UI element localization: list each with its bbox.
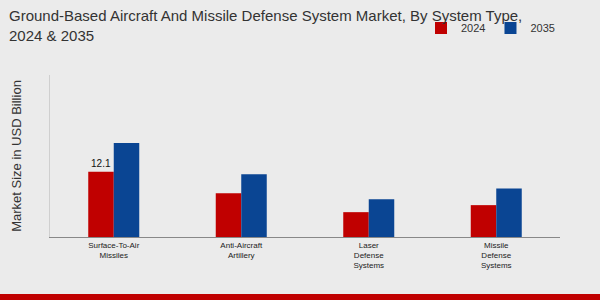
svg-text:Surface-To-AirMissiles: Surface-To-AirMissiles	[88, 241, 139, 260]
svg-text:12.1: 12.1	[91, 158, 111, 169]
svg-text:Market Size in USD Billion: Market Size in USD Billion	[9, 80, 24, 232]
svg-text:2024: 2024	[461, 22, 485, 34]
svg-text:Anti-AircraftArtillery: Anti-AircraftArtillery	[220, 241, 263, 260]
svg-text:MissileDefenseSystems: MissileDefenseSystems	[481, 241, 512, 271]
svg-text:2035: 2035	[530, 22, 554, 34]
svg-text:LaserDefenseSystems: LaserDefenseSystems	[353, 241, 384, 271]
svg-text:Ground-Based Aircraft And Miss: Ground-Based Aircraft And Missile Defens…	[9, 7, 522, 44]
